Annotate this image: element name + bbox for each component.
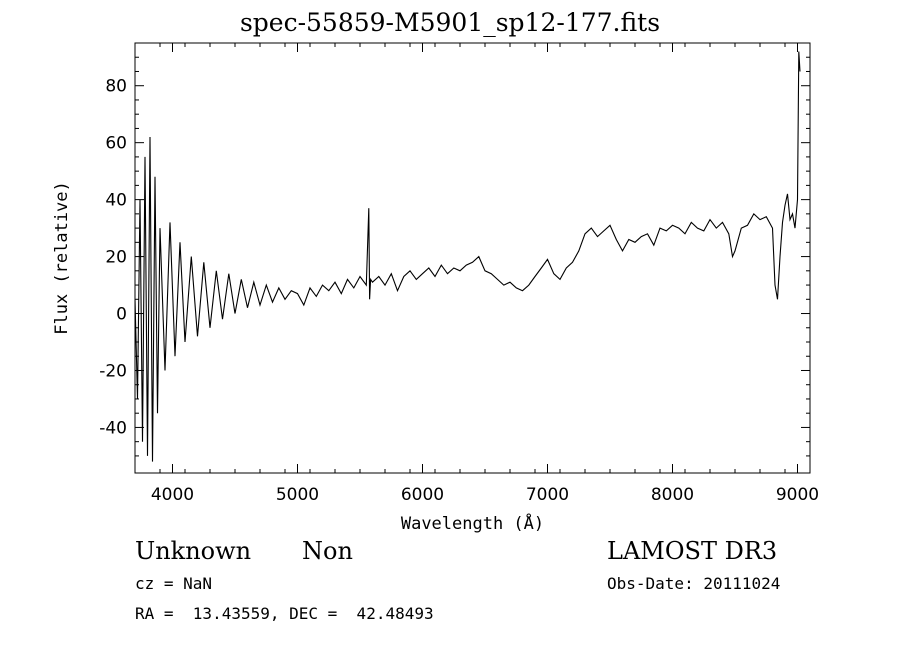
y-tick-label: -20 <box>99 361 127 381</box>
redshift-value: cz = NaN <box>135 574 213 593</box>
coordinates: RA = 13.43559, DEC = 42.48493 <box>135 604 434 623</box>
y-tick-label: 80 <box>105 77 127 97</box>
object-class: Unknown <box>135 537 252 565</box>
y-axis-label: Flux (relative) <box>52 181 72 335</box>
y-tick-label: 60 <box>105 134 127 154</box>
chart-title: spec-55859-M5901_sp12-177.fits <box>239 8 661 37</box>
x-tick-label: 6000 <box>401 485 444 505</box>
y-tick-label: 0 <box>116 305 127 325</box>
object-subclass: Non <box>302 537 353 565</box>
x-tick-label: 9000 <box>776 485 819 505</box>
survey-name: LAMOST DR3 <box>607 537 778 565</box>
plot-frame <box>134 42 811 474</box>
x-tick-label: 4000 <box>151 485 194 505</box>
observation-date: Obs-Date: 20111024 <box>607 574 781 593</box>
y-tick-label: -40 <box>99 418 127 438</box>
spectrum-series-line <box>135 51 801 462</box>
x-axis-label: Wavelength (Å) <box>401 512 544 534</box>
x-tick-label: 8000 <box>651 485 694 505</box>
y-tick-label: 20 <box>105 248 127 268</box>
x-tick-label: 7000 <box>526 485 569 505</box>
y-tick-label: 40 <box>105 191 127 211</box>
x-tick-label: 5000 <box>276 485 319 505</box>
